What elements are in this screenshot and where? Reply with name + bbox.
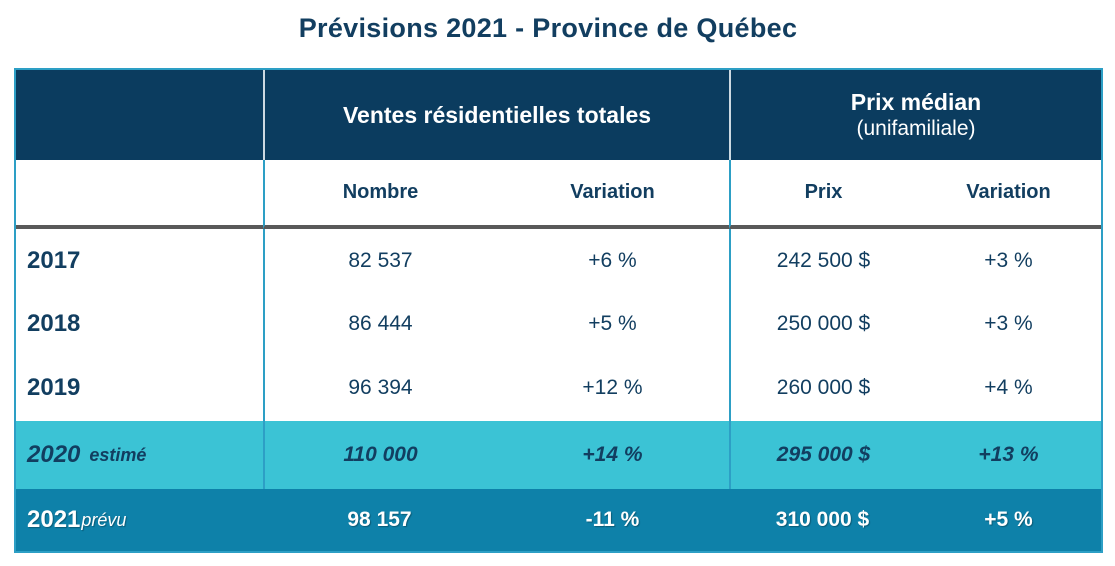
row-2018-prix-variation: +3 %	[916, 292, 1101, 355]
row-2020-nombre-variation: +14 %	[496, 421, 729, 489]
row-2019-nombre: 96 394	[263, 355, 496, 421]
col-header-variation-prix: Variation	[916, 160, 1101, 229]
year-label: 2017	[27, 246, 81, 274]
row-2017-prix-variation: +3 %	[916, 229, 1101, 292]
row-2018-prix: 250 000 $	[729, 292, 916, 355]
year-suffix: prévu	[81, 509, 127, 530]
header-corner-cell	[16, 70, 263, 160]
header-group-ventes: Ventes résidentielles totales	[263, 70, 729, 160]
row-2019-prix-variation: +4 %	[916, 355, 1101, 421]
year-label: 2018	[27, 309, 81, 337]
row-2020-year: 2020 estimé	[16, 421, 263, 489]
row-2018-nombre: 86 444	[263, 292, 496, 355]
row-2021-nombre-variation: -11 %	[496, 489, 729, 551]
row-2018-nombre-variation: +5 %	[496, 292, 729, 355]
row-2019-nombre-variation: +12 %	[496, 355, 729, 421]
row-2018-year: 2018	[16, 292, 263, 355]
row-2021-prix: 310 000 $	[729, 489, 916, 551]
subheader-corner-cell	[16, 160, 263, 229]
year-label: 2021	[27, 506, 81, 533]
row-2020-nombre: 110 000	[263, 421, 496, 489]
row-2017-nombre: 82 537	[263, 229, 496, 292]
col-header-variation-ventes: Variation	[496, 160, 729, 229]
row-2020-prix: 295 000 $	[729, 421, 916, 489]
row-2017-nombre-variation: +6 %	[496, 229, 729, 292]
year-suffix: estimé	[89, 444, 147, 465]
row-2019-year: 2019	[16, 355, 263, 421]
year-label: 2020	[27, 441, 81, 468]
header-group-prix: Prix médian (unifamiliale)	[729, 70, 1101, 160]
page-title: Prévisions 2021 - Province de Québec	[298, 13, 798, 43]
row-2019-prix: 260 000 $	[729, 355, 916, 421]
header-prix-title: Prix médian	[850, 88, 982, 115]
forecast-table: Ventes résidentielles totales Prix média…	[14, 68, 1103, 553]
year-label: 2019	[27, 374, 81, 401]
row-2021-year: 2021 prévu	[16, 489, 263, 551]
row-2021-prix-variation: +5 %	[916, 489, 1101, 551]
row-2020-prix-variation: +13 %	[916, 421, 1101, 489]
header-ventes-title: Ventes résidentielles totales	[342, 101, 652, 128]
row-2017-prix: 242 500 $	[729, 229, 916, 292]
row-2021-nombre: 98 157	[263, 489, 496, 551]
col-header-prix: Prix	[729, 160, 916, 229]
row-2017-year: 2017	[16, 229, 263, 292]
header-prix-subtitle: (unifamiliale)	[856, 117, 976, 141]
col-header-nombre: Nombre	[263, 160, 496, 229]
